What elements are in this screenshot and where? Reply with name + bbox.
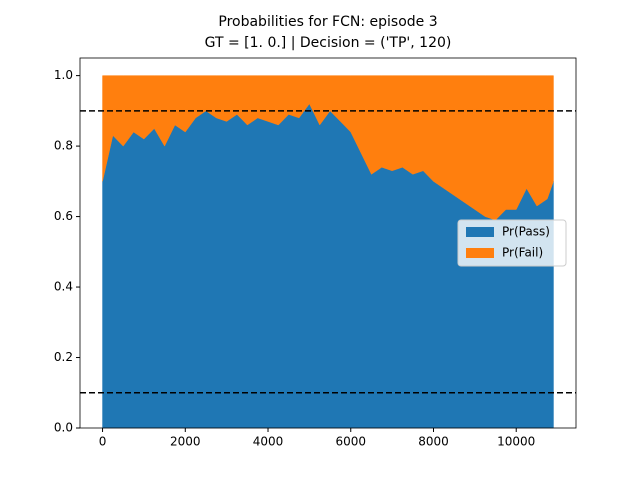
- x-tick-label: 4000: [253, 435, 284, 449]
- y-tick-label: 0.2: [54, 350, 73, 364]
- legend-swatch: [466, 248, 494, 258]
- x-tick-label: 8000: [418, 435, 449, 449]
- y-tick-label: 0.6: [54, 209, 73, 223]
- legend-swatch: [466, 227, 494, 237]
- y-tick-label: 1.0: [54, 68, 73, 82]
- y-tick-label: 0.4: [54, 280, 73, 294]
- y-tick-label: 0.0: [54, 421, 73, 435]
- x-tick-label: 2000: [170, 435, 201, 449]
- chart-subtitle: GT = [1. 0.] | Decision = ('TP', 120): [205, 35, 452, 51]
- plot-frame: [79, 57, 577, 429]
- y-tick-label: 0.8: [54, 139, 73, 153]
- x-tick-label: 0: [99, 435, 107, 449]
- x-tick-label: 6000: [335, 435, 366, 449]
- area: [102, 75, 554, 221]
- legend-label: Pr(Pass): [502, 225, 550, 239]
- chart-title: Probabilities for FCN: episode 3: [218, 14, 437, 30]
- x-tick-label: 10000: [497, 435, 535, 449]
- legend-label: Pr(Fail): [502, 246, 543, 260]
- legend: Pr(Pass) Pr(Fail): [457, 219, 567, 267]
